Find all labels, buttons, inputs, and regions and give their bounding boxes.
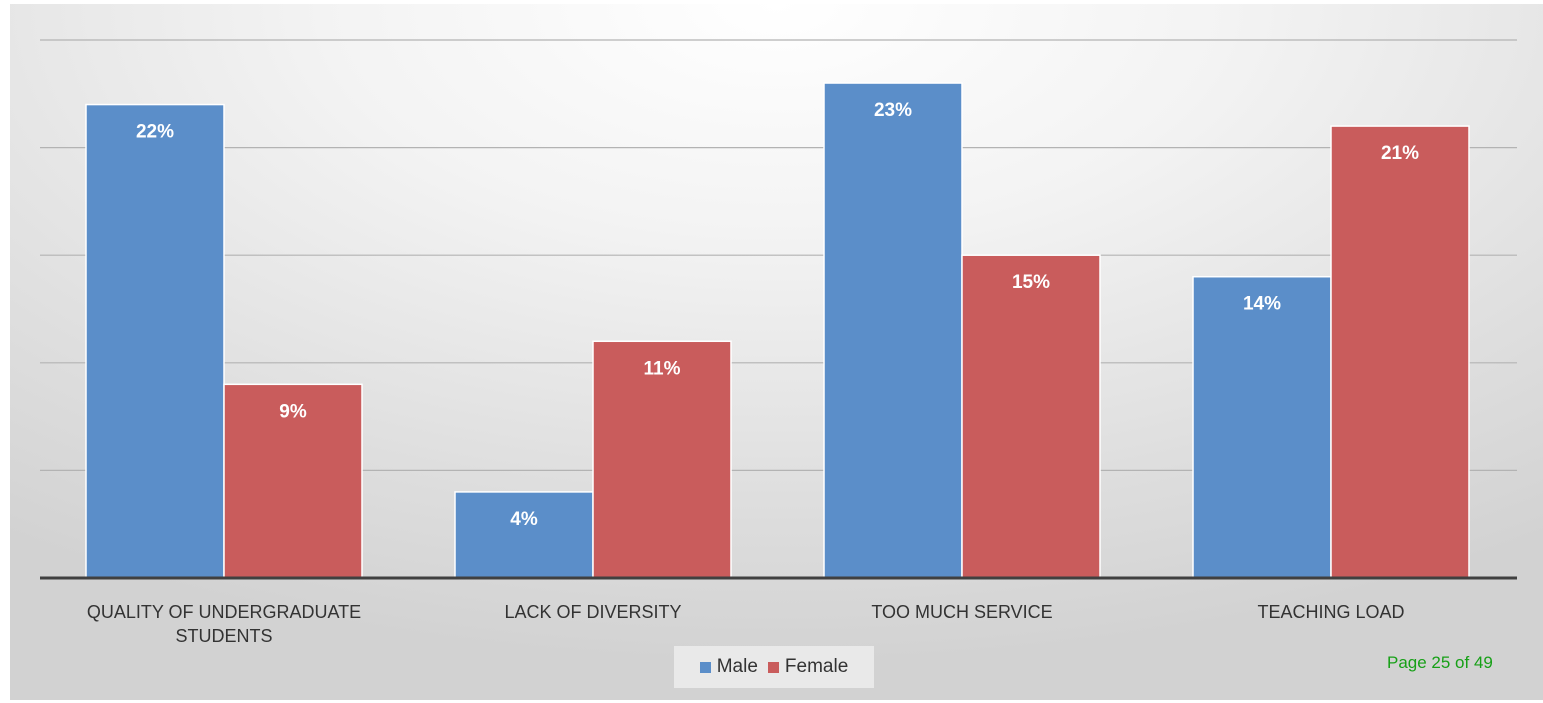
data-label-female-2: 15% [1012,272,1050,293]
category-label-too-much-service: TOO MUCH SERVICE [871,602,1053,622]
data-label-male-2: 23% [874,100,912,121]
bar-female-1 [592,340,732,579]
page-number: Page 25 of 49 [1387,653,1493,672]
legend-item-male: Male [699,656,758,678]
female-swatch-icon [767,661,779,673]
data-label-female-0: 9% [279,401,307,422]
bar-female-2 [961,254,1101,579]
bar-female-0 [223,383,363,579]
category-label-teaching-load: TEACHING LOAD [1257,602,1405,622]
data-label-male-3: 14% [1243,294,1281,315]
data-label-female-3: 21% [1381,143,1419,164]
legend: Male Female [674,646,874,688]
bar-male-2 [823,82,963,579]
legend-label-female: Female [784,656,849,677]
data-label-male-0: 22% [136,122,174,143]
category-label-lack-of-diversity: LACK OF DIVERSITY [504,602,682,622]
legend-item-female: Female [767,656,849,678]
bar-male-0 [85,103,225,579]
bar-female-3 [1330,125,1470,579]
data-label-male-1: 4% [510,509,538,530]
data-label-female-1: 11% [644,358,681,379]
bar-male-3 [1192,275,1332,579]
male-swatch-icon [699,661,711,673]
legend-label-male: Male [716,656,758,677]
category-label-quality-of-undergraduate-students: QUALITY OF UNDERGRADUATE STUDENTS [86,602,362,646]
bar-male-1 [454,491,594,579]
